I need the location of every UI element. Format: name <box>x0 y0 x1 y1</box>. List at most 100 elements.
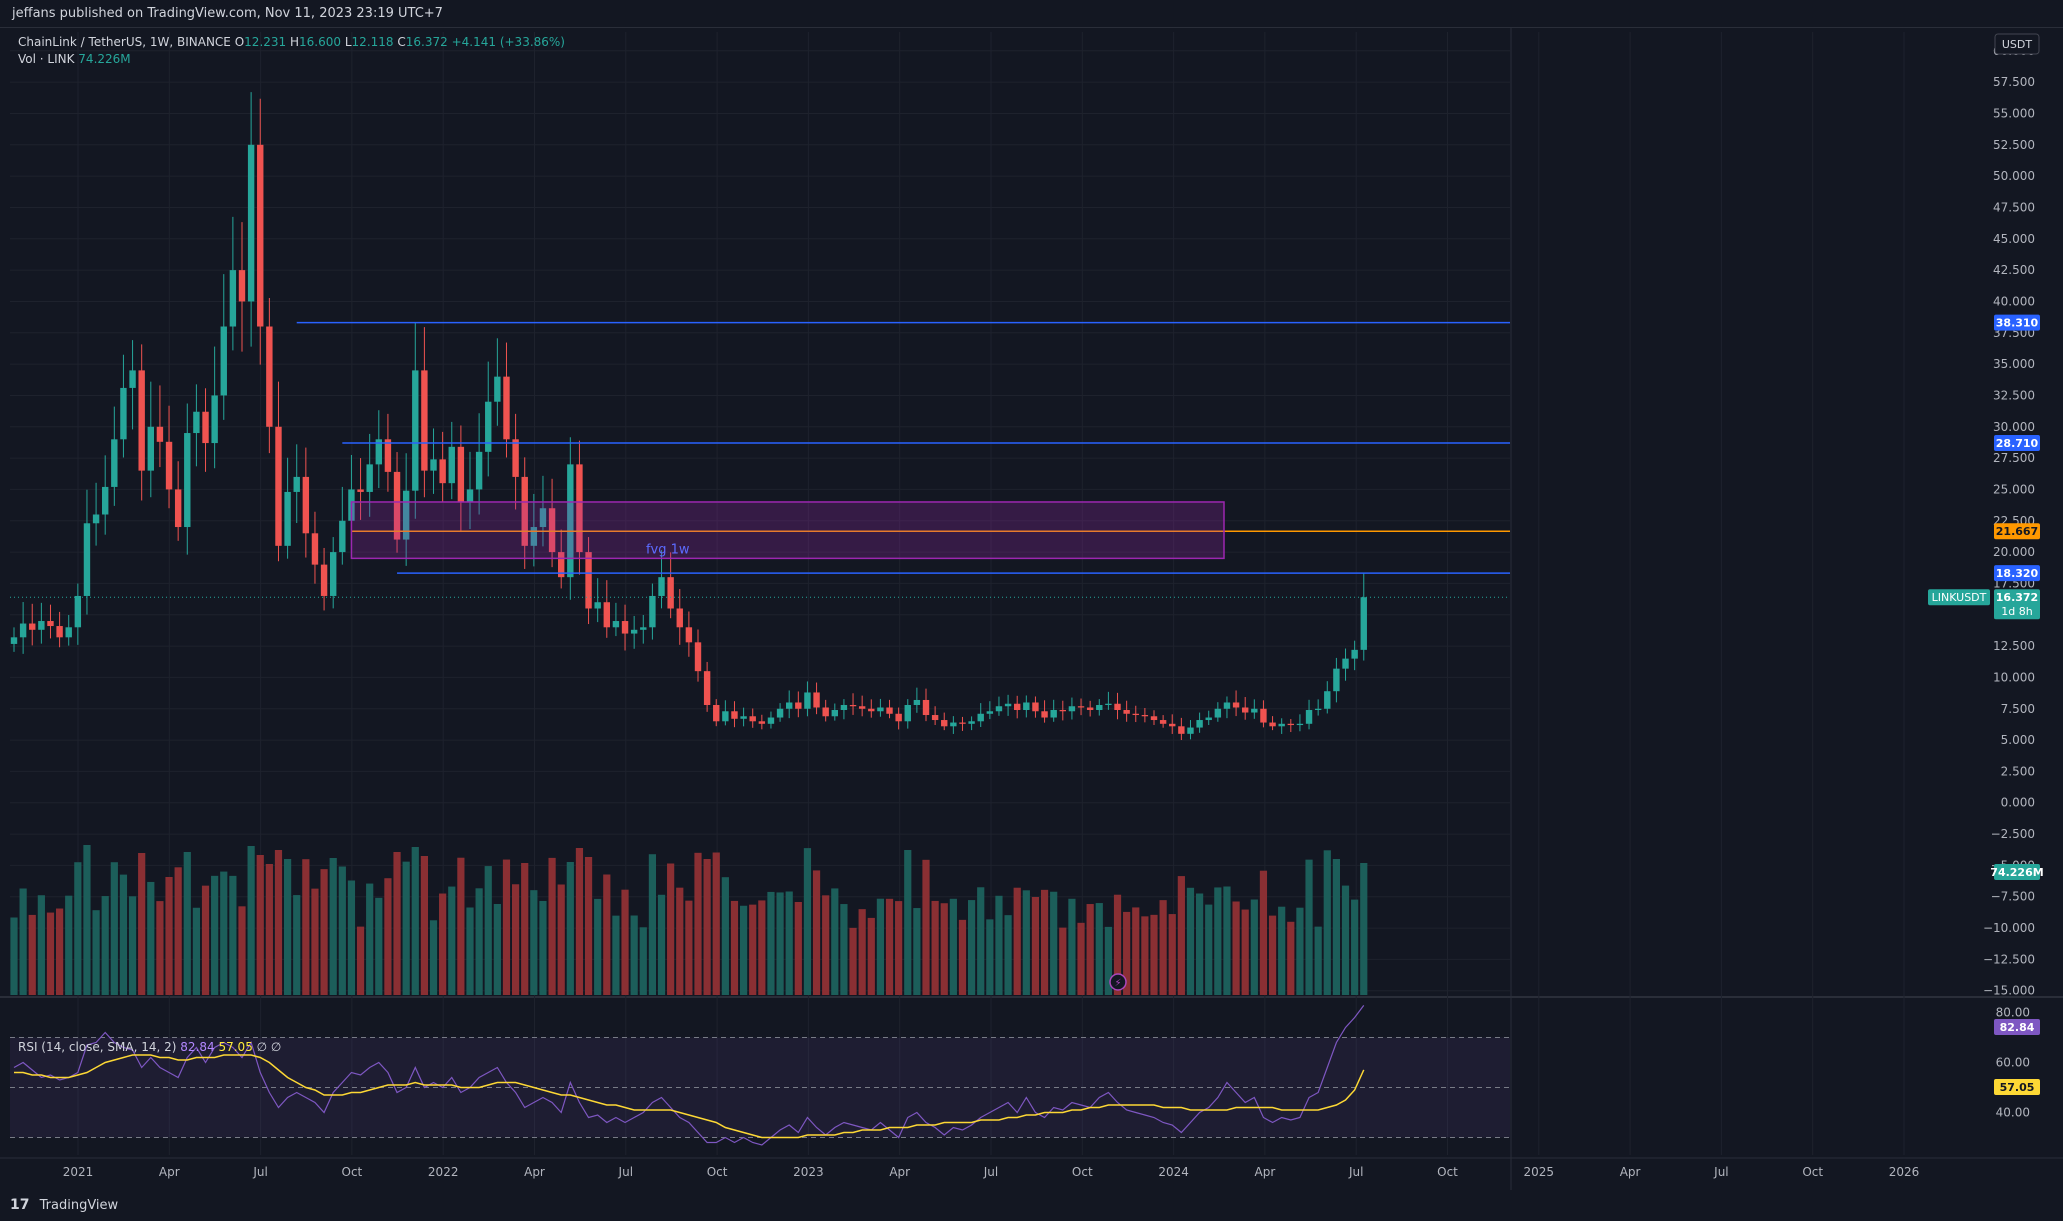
candle-body <box>1296 723 1304 726</box>
candle-body <box>658 577 665 596</box>
candle-body <box>29 623 36 630</box>
candle-body <box>1251 708 1258 713</box>
candle-body <box>567 464 574 578</box>
candle-body <box>1068 706 1076 712</box>
volume-bar <box>1168 914 1176 995</box>
volume-bar <box>1186 887 1195 995</box>
volume-bar <box>484 866 492 995</box>
price-tick: 45.000 <box>1993 232 2035 246</box>
volume-bar <box>220 871 228 995</box>
candle-body <box>1205 717 1212 721</box>
time-tick: Oct <box>1437 1165 1458 1179</box>
candle-body <box>1123 710 1130 714</box>
candle-body <box>402 490 410 540</box>
price-tick: 27.500 <box>1993 451 2035 465</box>
open-value: 12.231 <box>244 35 287 49</box>
candle-body <box>922 699 930 716</box>
volume-bar <box>831 888 839 995</box>
volume-bar <box>375 897 383 995</box>
volume-bar <box>211 875 219 995</box>
volume-bar <box>1077 922 1085 995</box>
candle-body <box>649 595 656 628</box>
candle-body <box>1077 706 1085 708</box>
candle-body <box>1023 702 1030 711</box>
volume-bar <box>758 900 766 995</box>
volume-bar <box>721 877 729 995</box>
candle-body <box>521 476 528 546</box>
level-badge <box>1994 565 2040 582</box>
candle-body <box>1114 703 1121 711</box>
candle-body <box>685 627 693 643</box>
rsi-extra: ∅ ∅ <box>256 1040 282 1054</box>
candle-body <box>1287 723 1294 726</box>
candle-body <box>1032 702 1039 712</box>
candle-body <box>767 717 775 724</box>
candle-body <box>448 446 455 484</box>
candle-body <box>630 629 638 634</box>
close-label: C <box>397 35 406 49</box>
candle-body <box>913 699 921 705</box>
tradingview-logo-icon[interactable]: 17 <box>10 1197 30 1213</box>
candle-body <box>548 508 556 553</box>
candle-body <box>19 623 27 638</box>
candle-body <box>47 621 54 627</box>
rsi-value: 82.84 <box>180 1040 215 1054</box>
candle-body <box>174 489 182 528</box>
volume-bar <box>475 888 483 995</box>
brand-name[interactable]: TradingView <box>39 1198 119 1213</box>
volume-bar <box>320 869 328 995</box>
volume-bar <box>56 908 64 995</box>
volume-bar <box>922 859 930 995</box>
volume-bar <box>958 919 967 995</box>
candle-body <box>722 711 729 722</box>
price-tick: 57.500 <box>1993 75 2035 89</box>
candle-body <box>1196 720 1203 728</box>
candle-body <box>539 508 547 528</box>
price-tick: 12.500 <box>1993 639 2035 653</box>
candle-body <box>585 552 592 609</box>
volume-bar <box>867 917 875 995</box>
volume-bar <box>986 919 994 995</box>
candle-body <box>886 707 893 714</box>
candle-body <box>1150 716 1158 721</box>
candle-body <box>320 564 328 596</box>
candle-body <box>795 702 802 709</box>
volume-bar <box>740 905 748 995</box>
volume-bar <box>1013 887 1021 995</box>
price-tick: 55.000 <box>1993 106 2035 120</box>
candle-body <box>1169 723 1176 727</box>
time-tick: Jul <box>1348 1165 1363 1179</box>
price-tick: −10.000 <box>1983 921 2035 935</box>
change-value: +4.141 (+33.86%) <box>451 35 565 49</box>
volume-bar <box>1086 904 1094 995</box>
volume-bar <box>302 859 310 995</box>
candle-body <box>466 489 474 502</box>
volume-badge-text: 74.226M <box>1990 866 2043 879</box>
time-tick: Jul <box>1713 1165 1728 1179</box>
fvg-zone: fvg 1w <box>350 501 1225 560</box>
volume-bar <box>83 845 91 995</box>
price-tick: 50.000 <box>1993 169 2035 183</box>
candle-body <box>1187 727 1194 734</box>
volume-bar <box>776 892 784 995</box>
volume-bar <box>767 891 775 995</box>
candle-body <box>840 704 848 711</box>
time-tick: Oct <box>342 1165 363 1179</box>
volume-bar <box>1360 863 1368 995</box>
lightning-icon[interactable] <box>1109 973 1127 991</box>
candle-body <box>822 707 829 717</box>
candle-body <box>1260 708 1267 723</box>
candle-body <box>640 627 647 630</box>
level-badge-text: 18.320 <box>1996 567 2039 580</box>
volume-bar <box>667 863 675 995</box>
candle-body <box>1014 703 1021 711</box>
candle-body <box>311 533 319 565</box>
candle-body <box>558 552 565 578</box>
price-tick: 30.000 <box>1993 420 2035 434</box>
candle-body <box>1305 710 1313 724</box>
price-tick: −2.500 <box>1991 827 2035 841</box>
footer: 17 TradingView <box>0 1190 2063 1221</box>
time-tick: Jul <box>252 1165 267 1179</box>
rsi-legend: RSI (14, close, SMA, 14, 2) 82.84 57.05 … <box>18 1040 281 1054</box>
